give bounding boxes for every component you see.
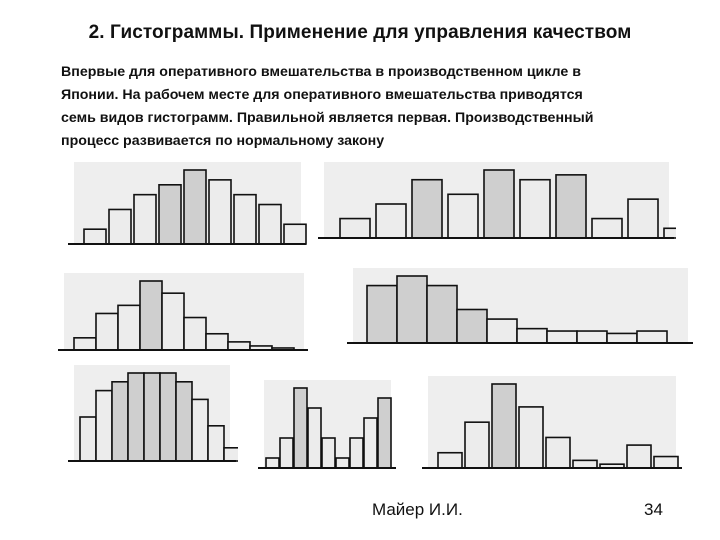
histogram-twin-peak [258, 380, 396, 469]
histogram-cliff [347, 268, 693, 344]
histogram-bar [233, 193, 257, 245]
histogram-bar [307, 407, 322, 469]
histogram-bar [411, 178, 443, 239]
histogram-bar [158, 183, 182, 245]
histogram-bar [175, 380, 193, 462]
histogram-bar [111, 380, 129, 462]
histogram-bar [265, 457, 280, 469]
histogram-bar [127, 372, 145, 462]
histogram-bar [161, 292, 185, 351]
histogram-bar [117, 304, 141, 351]
histogram-bar [293, 387, 308, 469]
histogram-bar [636, 330, 668, 344]
histogram-bar [396, 275, 428, 344]
histogram-comb [318, 162, 676, 239]
histogram-bar [208, 179, 232, 245]
histogram-bar [519, 178, 551, 239]
histogram-bar [79, 416, 97, 462]
paragraph-line: Впервые для оперативного вмешательства в… [61, 64, 581, 80]
histogram-bar [591, 217, 623, 239]
histogram-bar [546, 330, 578, 344]
histogram-bar [456, 308, 488, 344]
histogram-bar [437, 451, 463, 469]
histogram-bar [377, 397, 392, 469]
histogram-bar [279, 437, 294, 469]
histogram-bar [483, 169, 515, 239]
histogram-bar [375, 203, 407, 239]
histogram-bar [139, 280, 163, 351]
paragraph-line: семь видов гистограмм. Правильной являет… [61, 110, 594, 126]
histogram-bar [653, 455, 679, 469]
histogram-bar [366, 284, 398, 344]
histogram-bar [663, 227, 676, 239]
histogram-bar [258, 203, 282, 245]
histogram-bar [363, 417, 378, 469]
histogram-bar [572, 459, 598, 469]
histogram-bar [321, 437, 336, 469]
paragraph-line: Японии. На рабочем месте для оперативног… [61, 87, 583, 103]
histogram-bar [516, 327, 548, 344]
histogram-bar [133, 193, 157, 245]
histogram-bar [545, 436, 571, 469]
histogram-bar [108, 208, 132, 245]
slide-title: 2. Гистограммы. Применение для управлени… [88, 22, 632, 43]
histogram-bar [223, 447, 238, 462]
histogram-bar [486, 318, 518, 344]
histogram-bar [95, 389, 113, 462]
histogram-bar [95, 312, 119, 351]
histogram-normal [68, 162, 307, 245]
histogram-bar [159, 372, 177, 462]
histogram-bar [447, 193, 479, 239]
histogram-bar [426, 284, 458, 344]
histogram-positive-skew [58, 273, 308, 351]
histogram-bar [627, 198, 659, 239]
histogram-bar [143, 372, 161, 462]
histogram-bar [491, 383, 517, 469]
histogram-bar [626, 444, 652, 469]
histogram-bar [283, 223, 307, 245]
histogram-bar [227, 341, 251, 351]
histogram-bar [183, 169, 207, 245]
histogram-bar [191, 398, 209, 462]
histogram-bar [518, 406, 544, 469]
histogram-bar [606, 332, 638, 344]
histogram-bar [339, 217, 371, 239]
intro-paragraph: Впервые для оперативного вмешательства в… [61, 61, 681, 153]
histogram-bar [205, 332, 229, 351]
histogram-bar [464, 421, 490, 469]
histogram-plateau [68, 365, 238, 462]
histogram-bar [576, 330, 608, 344]
histogram-bar [73, 337, 97, 351]
histogram-bar [183, 316, 207, 351]
histogram-isolated-island [422, 376, 682, 469]
histogram-bar [207, 424, 225, 462]
page-number: 34 [644, 500, 663, 519]
histogram-bar [83, 228, 107, 245]
histogram-bar [349, 437, 364, 469]
histogram-bar [555, 174, 587, 239]
histogram-bar [335, 457, 350, 469]
footer-author: Майер И.И. [372, 500, 463, 519]
paragraph-line: процесс развивается по нормальному закон… [61, 133, 385, 149]
